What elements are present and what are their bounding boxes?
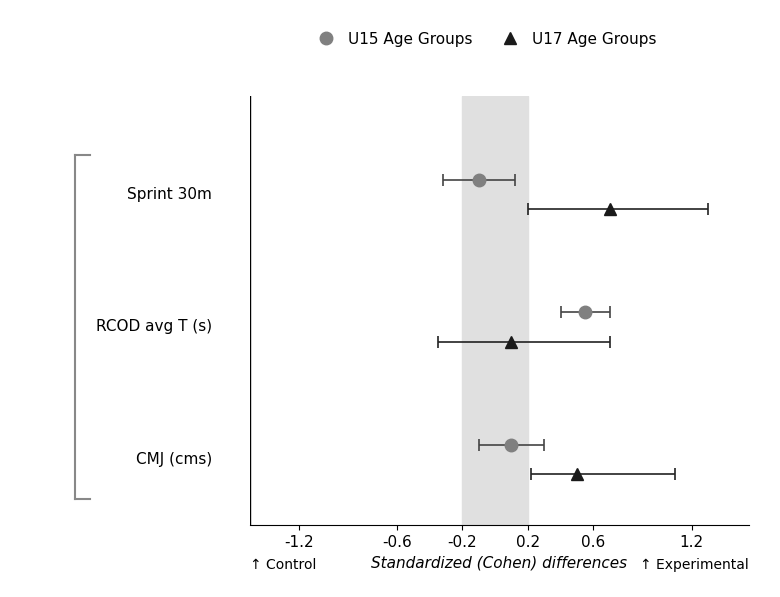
- X-axis label: Standardized (Cohen) differences: Standardized (Cohen) differences: [371, 556, 627, 571]
- Text: Sprint 30m: Sprint 30m: [127, 187, 212, 202]
- Text: CMJ (cms): CMJ (cms): [136, 452, 212, 467]
- Text: ↑ Control: ↑ Control: [250, 558, 316, 573]
- Text: RCOD avg T (s): RCOD avg T (s): [96, 319, 212, 334]
- Text: ↑ Experimental: ↑ Experimental: [640, 558, 749, 573]
- Bar: [463, 96, 528, 525]
- Legend: U15 Age Groups, U17 Age Groups: U15 Age Groups, U17 Age Groups: [305, 26, 662, 53]
